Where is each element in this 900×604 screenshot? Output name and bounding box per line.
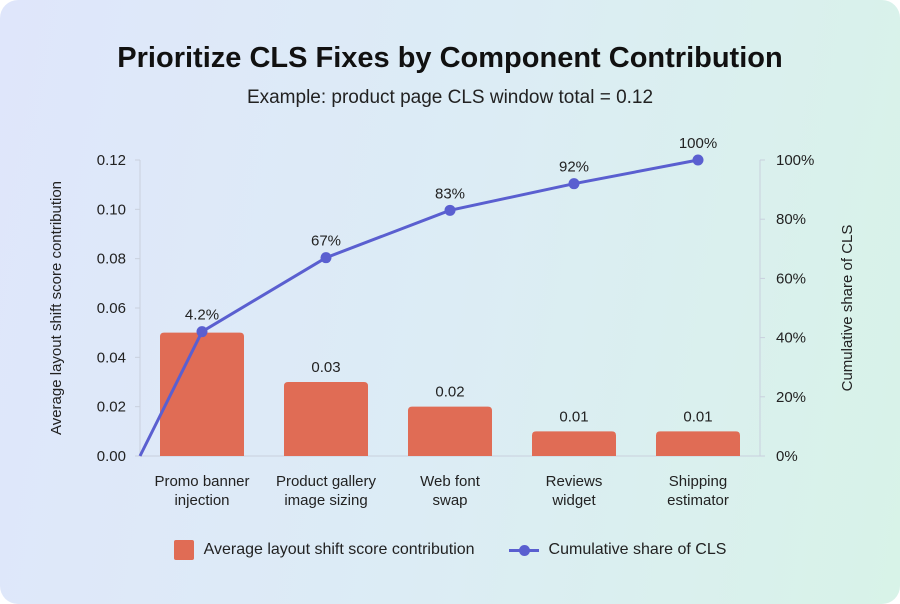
- x-tick-label: Reviews: [546, 473, 603, 490]
- line-point: [568, 178, 580, 190]
- legend-label-bars: Average layout shift score contribution: [203, 541, 475, 558]
- left-tick-label: 0.02: [97, 399, 126, 416]
- left-tick-label: 0.08: [97, 251, 126, 268]
- right-axis-label: Cumulative share of CLS: [839, 225, 856, 392]
- x-tick-label: Web font: [420, 473, 481, 490]
- chart-subtitle: Example: product page CLS window total =…: [246, 87, 654, 108]
- bar-value-label: 0.01: [559, 408, 588, 425]
- bar-value-label: 0.02: [435, 384, 464, 401]
- line-value-label: 4.2%: [185, 307, 219, 324]
- right-tick-label: 0%: [776, 448, 798, 465]
- legend-item-line: Cumulative share of CLS: [508, 541, 727, 559]
- x-tick-label: injection: [174, 492, 229, 509]
- bar: [284, 382, 368, 456]
- x-tick-label: Promo banner: [154, 473, 249, 490]
- x-tick-label: estimator: [667, 492, 729, 509]
- left-tick-label: 0.10: [97, 201, 126, 218]
- legend: Average layout shift score contribution …: [0, 540, 900, 560]
- bar-value-label: 0.01: [683, 408, 712, 425]
- x-tick-label: swap: [432, 492, 467, 509]
- x-tick-label: Shipping: [669, 473, 727, 490]
- line-value-label: 92%: [559, 159, 589, 176]
- chart-title: Prioritize CLS Fixes by Component Contri…: [117, 42, 783, 74]
- bar: [532, 431, 616, 456]
- line-point: [444, 204, 456, 216]
- bar: [160, 332, 244, 456]
- x-tick-label: Product gallery: [276, 473, 377, 490]
- left-tick-label: 0.12: [97, 152, 126, 169]
- legend-item-bars: Average layout shift score contribution: [173, 540, 475, 560]
- line-value-label: 100%: [679, 135, 717, 152]
- left-tick-label: 0.06: [97, 300, 126, 317]
- line-value-label: 67%: [311, 233, 341, 250]
- bar-value-label: 0.03: [311, 359, 340, 376]
- line-point: [320, 252, 332, 264]
- bar: [408, 406, 492, 456]
- right-tick-label: 40%: [776, 330, 806, 347]
- x-tick-label: widget: [551, 492, 596, 509]
- left-axis-label: Average layout shift score contribution: [48, 181, 65, 435]
- line-point: [692, 154, 704, 166]
- right-tick-label: 100%: [776, 152, 814, 169]
- line-point: [196, 326, 208, 338]
- cumulative-line: [138, 158, 699, 457]
- right-tick-label: 20%: [776, 389, 806, 406]
- left-tick-label: 0.00: [97, 448, 126, 465]
- right-tick-label: 60%: [776, 270, 806, 287]
- right-tick-label: 80%: [776, 211, 806, 228]
- legend-swatch-line: [508, 544, 539, 556]
- legend-label-line: Cumulative share of CLS: [548, 541, 727, 558]
- line-value-label: 83%: [435, 185, 465, 202]
- bar: [656, 431, 740, 456]
- x-tick-label: image sizing: [284, 492, 367, 509]
- legend-swatch-bar: [173, 540, 194, 560]
- left-tick-label: 0.04: [97, 349, 126, 366]
